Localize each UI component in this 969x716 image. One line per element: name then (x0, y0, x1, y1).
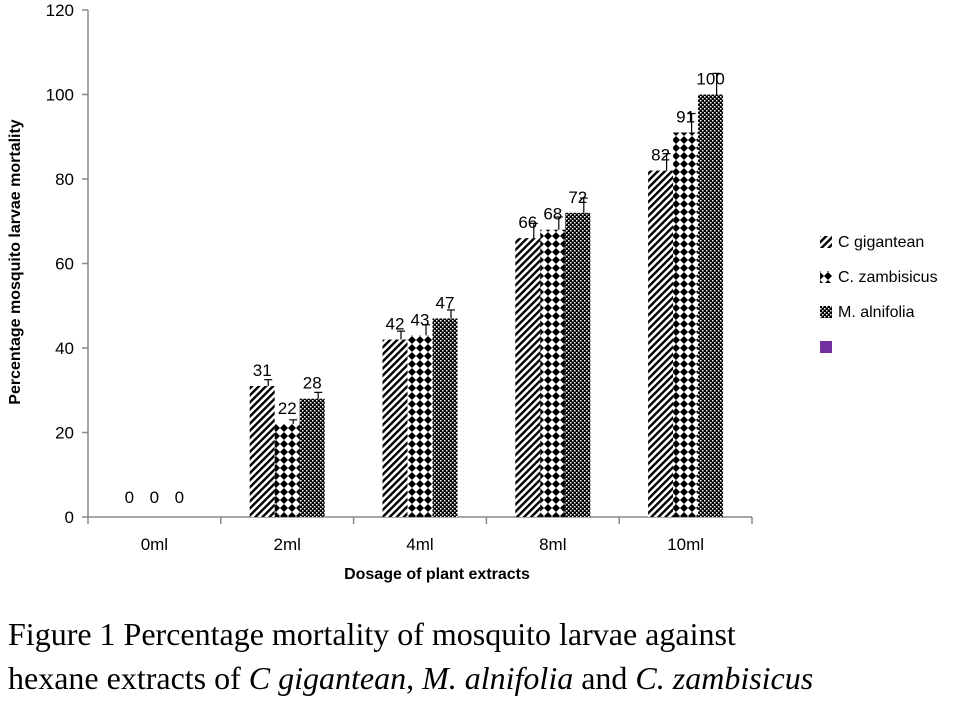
caption-prefix: hexane extracts of (8, 660, 249, 696)
bars (249, 94, 724, 518)
data-label: 66 (518, 213, 537, 232)
legend: C gigantean C. zambisicus M. alnifolia (820, 234, 938, 353)
caption-line-2: hexane extracts of C gigantean, M. alnif… (8, 656, 963, 700)
figure-caption: Figure 1 Percentage mortality of mosquit… (8, 612, 963, 700)
caption-separator-1: , (406, 660, 423, 696)
y-tick-label: 120 (46, 1, 74, 20)
data-label: 43 (411, 310, 430, 329)
y-tick-label: 100 (46, 86, 74, 105)
data-label: 0 (175, 488, 184, 507)
legend-label: C. zambisicus (838, 269, 938, 286)
x-tick-label: 4ml (406, 535, 433, 554)
bar (299, 398, 325, 517)
data-label: 100 (696, 70, 724, 89)
bar (249, 386, 275, 517)
y-axis: 0 20 40 60 80 100 120 (46, 1, 89, 527)
legend-swatch (820, 236, 832, 248)
x-tick-label: 2ml (273, 535, 300, 554)
data-label: 0 (150, 488, 159, 507)
bar (407, 335, 433, 517)
data-label: 68 (543, 205, 562, 224)
y-tick-label: 0 (65, 508, 74, 527)
y-axis-title: Percentage mosquito larvae mortality (7, 119, 24, 405)
bar (540, 229, 566, 517)
legend-swatch-extra (820, 341, 832, 353)
data-label: 82 (651, 146, 670, 165)
data-label: 0 (125, 488, 134, 507)
bar (432, 318, 458, 517)
bar (515, 238, 541, 517)
bar (565, 212, 591, 518)
bar (648, 170, 674, 518)
data-label: 22 (278, 399, 297, 418)
x-tick-label: 10ml (667, 535, 704, 554)
x-tick-label: 8ml (539, 535, 566, 554)
error-bars (264, 72, 721, 425)
bar (382, 339, 408, 517)
bar (274, 424, 300, 517)
y-tick-label: 40 (55, 339, 74, 358)
data-label: 72 (568, 188, 587, 207)
x-axis: 0ml 2ml 4ml 8ml 10ml (87, 516, 753, 554)
data-label: 31 (253, 361, 272, 380)
bar (698, 94, 724, 517)
x-axis-title: Dosage of plant extracts (344, 566, 530, 583)
caption-species-2: M. alnifolia (422, 660, 574, 696)
caption-line-1: Figure 1 Percentage mortality of mosquit… (8, 616, 736, 652)
y-tick-label: 80 (55, 170, 74, 189)
legend-swatch (820, 306, 832, 318)
data-label: 28 (303, 374, 322, 393)
y-tick-label: 20 (55, 424, 74, 443)
legend-swatch (820, 271, 832, 283)
y-tick-label: 60 (55, 255, 74, 274)
bar (673, 132, 699, 517)
data-label: 91 (676, 108, 695, 127)
data-label: 42 (386, 315, 405, 334)
x-tick-label: 0ml (141, 535, 168, 554)
caption-species-3: C. zambisicus (635, 660, 814, 696)
legend-label: C gigantean (838, 234, 924, 251)
chart-area: 0 20 40 60 80 100 120 0ml 2ml 4ml 8ml 10ml 0 0 0 31 22… (7, 1, 938, 583)
data-label: 47 (436, 293, 455, 312)
legend-label: M. alnifolia (838, 304, 915, 321)
caption-separator-2: and (573, 660, 636, 696)
caption-species-1: C gigantean (248, 660, 407, 696)
